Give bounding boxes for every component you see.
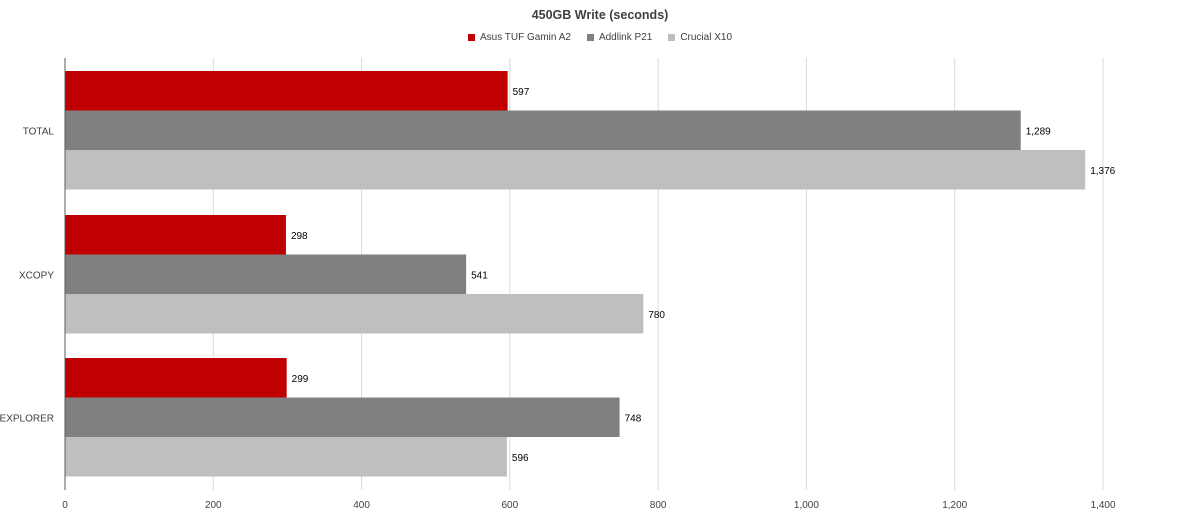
data-label-total-series-0: 597 (513, 87, 530, 98)
legend-item-series-2: Crucial X10 (668, 32, 732, 43)
data-label-total-series-2: 1,376 (1090, 166, 1115, 177)
category-label-0: TOTAL (23, 126, 55, 137)
bar-explorer-series-2 (65, 437, 507, 477)
bar-total-series-2 (65, 150, 1086, 190)
data-label-explorer-series-1: 748 (625, 413, 642, 424)
x-tick-label-4: 800 (650, 500, 667, 511)
data-label-explorer-series-0: 299 (292, 374, 309, 385)
legend-item-series-1: Addlink P21 (586, 32, 653, 43)
data-label-xcopy-series-2: 780 (648, 310, 665, 321)
bar-explorer-series-0 (65, 358, 287, 398)
legend-swatch-series-1 (586, 34, 594, 41)
legend-swatch-series-2 (668, 34, 676, 41)
x-tick-label-3: 600 (502, 500, 519, 511)
data-label-xcopy-series-1: 541 (471, 270, 488, 281)
legend: Asus TUF Gamin A2 Addlink P21 Crucial X1… (0, 32, 1200, 43)
x-tick-label-2: 400 (353, 500, 370, 511)
bar-xcopy-series-0 (65, 215, 286, 255)
legend-label-series-2: Crucial X10 (680, 32, 733, 43)
bar-xcopy-series-1 (65, 254, 467, 294)
x-tick-label-6: 1,200 (942, 500, 967, 511)
x-tick-label-7: 1,400 (1090, 500, 1115, 511)
x-tick-label-5: 1,000 (794, 500, 819, 511)
legend-label-series-0: Asus TUF Gamin A2 (479, 32, 571, 43)
bar-total-series-1 (65, 110, 1021, 150)
bar-total-series-0 (65, 71, 508, 111)
chart-title: 450GB Write (seconds) (531, 8, 669, 22)
bar-explorer-series-1 (65, 397, 620, 437)
x-tick-label-0: 0 (62, 500, 68, 511)
category-label-2: EXPLORER (0, 413, 54, 424)
bar-xcopy-series-2 (65, 294, 644, 334)
category-label-1: XCOPY (19, 270, 54, 281)
data-label-explorer-series-2: 596 (512, 453, 529, 464)
data-label-xcopy-series-0: 298 (291, 231, 308, 242)
legend-item-series-0: Asus TUF Gamin A2 (467, 32, 571, 43)
x-tick-label-1: 200 (205, 500, 222, 511)
legend-label-series-1: Addlink P21 (598, 32, 653, 43)
data-label-total-series-1: 1,289 (1026, 126, 1051, 137)
legend-swatch-series-0 (467, 34, 475, 41)
